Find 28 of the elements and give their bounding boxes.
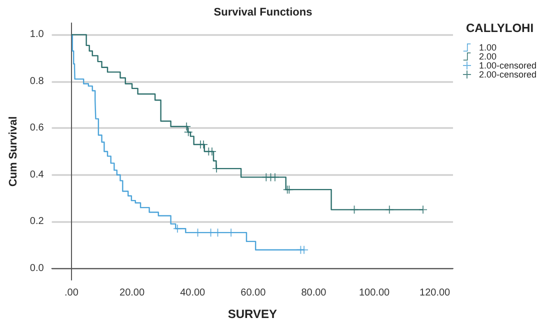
legend-title: CALLYLOHI (466, 21, 534, 35)
x-tick-label: 80.00 (301, 288, 327, 298)
x-tick-label: 100.00 (358, 288, 390, 298)
y-tick-label: 0.2 (30, 216, 44, 228)
x-tick-label: 40.00 (180, 288, 206, 298)
point (270, 173, 279, 182)
legend-label: 1.00 (479, 42, 497, 52)
x-tick-label: 20.00 (120, 288, 145, 298)
point (184, 128, 192, 136)
legend-label: 2.00-censored (479, 70, 537, 80)
y-tick-label: 0.6 (30, 122, 44, 134)
y-tick-label: 1.0 (30, 29, 44, 40)
x-axis-title: SURVEY (228, 307, 277, 321)
y-tick-label: 0.8 (30, 76, 44, 87)
x-tick-label: 120.00 (420, 288, 451, 298)
y-tick-label: 0.0 (30, 262, 44, 274)
point (173, 224, 182, 233)
legend-label: 2.00 (479, 52, 497, 62)
y-axis-title: Cum Survival (8, 116, 20, 187)
x-tick-label: .00 (64, 288, 79, 298)
point (419, 206, 428, 214)
y-tick-label: 0.4 (30, 169, 44, 180)
point (350, 206, 358, 214)
point (385, 206, 394, 214)
chart-title: Survival Functions (214, 6, 312, 18)
x-tick-label: 60.00 (240, 288, 266, 298)
point (300, 246, 308, 254)
legend-label: 1.00-censored (479, 60, 537, 70)
